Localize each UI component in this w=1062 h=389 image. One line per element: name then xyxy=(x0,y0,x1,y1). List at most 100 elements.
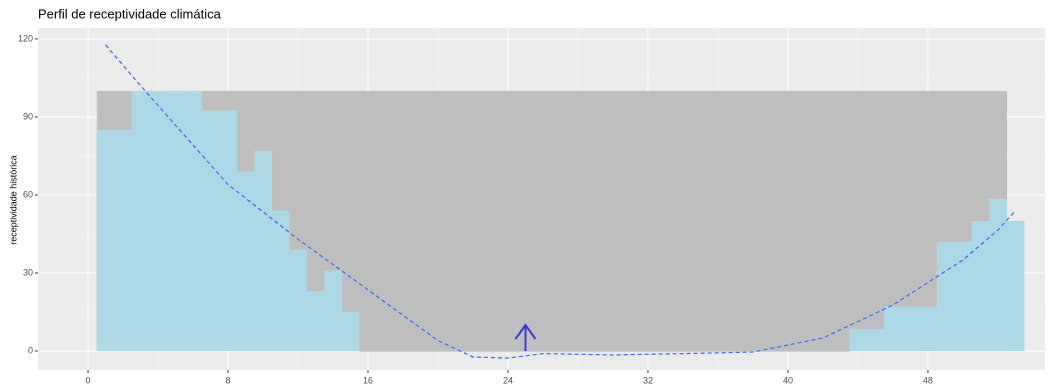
bar xyxy=(936,241,955,352)
bar xyxy=(814,351,833,352)
bar xyxy=(376,351,395,352)
x-tick-label: 8 xyxy=(226,375,231,385)
bar xyxy=(306,291,325,352)
bar xyxy=(149,90,168,352)
bar xyxy=(954,241,972,352)
bar xyxy=(761,351,780,352)
bar xyxy=(796,90,815,352)
bar xyxy=(429,90,448,352)
bar xyxy=(586,351,605,352)
bar xyxy=(446,90,465,352)
bar xyxy=(866,90,885,352)
bar xyxy=(551,90,570,352)
bar xyxy=(674,90,693,352)
bar xyxy=(831,90,850,352)
bar xyxy=(796,351,815,352)
bar xyxy=(551,351,570,352)
bar xyxy=(411,351,430,352)
bar xyxy=(919,90,937,352)
bar xyxy=(691,90,710,352)
bar xyxy=(96,129,115,352)
bar xyxy=(569,351,588,352)
bar xyxy=(359,90,378,352)
bar xyxy=(779,90,798,352)
bar xyxy=(866,328,885,352)
bar xyxy=(341,312,360,352)
bar xyxy=(831,351,850,352)
bar xyxy=(919,306,937,352)
bar xyxy=(761,90,780,352)
bar xyxy=(639,90,658,352)
bar xyxy=(499,90,518,352)
bar xyxy=(884,90,902,352)
bar xyxy=(709,351,728,352)
bar xyxy=(971,220,990,352)
bar xyxy=(429,351,448,352)
bar xyxy=(901,90,920,352)
bar xyxy=(534,351,553,352)
bar xyxy=(324,270,343,352)
bar xyxy=(131,90,150,352)
bar xyxy=(604,90,623,352)
x-tick-label: 48 xyxy=(923,375,933,385)
bar xyxy=(726,351,745,352)
bar xyxy=(254,150,273,352)
y-tick-label: 120 xyxy=(18,33,33,43)
bar xyxy=(621,351,640,352)
bar xyxy=(394,351,413,352)
y-tick-label: 0 xyxy=(28,345,33,355)
bar xyxy=(726,90,745,352)
bar xyxy=(534,90,553,352)
bar xyxy=(849,90,867,352)
bar xyxy=(376,90,395,352)
chart-title: Perfil de receptividade climática xyxy=(38,6,222,21)
bar xyxy=(884,306,902,352)
bar xyxy=(621,90,640,352)
bar xyxy=(114,129,133,352)
bar xyxy=(814,90,833,352)
trend-line xyxy=(105,44,1016,359)
bar xyxy=(586,90,605,352)
bar xyxy=(166,90,185,352)
bar xyxy=(691,351,710,352)
bar xyxy=(411,90,430,352)
bar xyxy=(516,351,535,352)
bar xyxy=(271,210,290,352)
bar xyxy=(656,90,675,352)
x-tick-label: 24 xyxy=(503,375,513,385)
y-tick-label: 30 xyxy=(23,267,33,277)
y-tick-label: 90 xyxy=(23,111,33,121)
bar xyxy=(499,351,518,352)
bar xyxy=(184,90,203,352)
bar xyxy=(744,90,763,352)
bar xyxy=(481,90,500,352)
bar xyxy=(569,90,588,352)
bar xyxy=(779,351,798,352)
bar xyxy=(674,351,693,352)
bar xyxy=(464,351,483,352)
bar xyxy=(989,198,1007,352)
bar xyxy=(289,249,308,352)
bar xyxy=(359,351,378,352)
y-tick-label: 60 xyxy=(23,189,33,199)
bar xyxy=(236,171,255,352)
bar xyxy=(201,110,220,352)
bar xyxy=(481,351,500,352)
bar xyxy=(464,90,483,352)
bar xyxy=(306,90,325,352)
bar xyxy=(709,90,728,352)
bar xyxy=(604,351,623,352)
bar xyxy=(849,328,867,352)
bar xyxy=(1006,220,1025,352)
bar xyxy=(219,110,238,352)
bar xyxy=(394,90,413,352)
bar xyxy=(656,351,675,352)
bar xyxy=(639,351,658,352)
x-tick-label: 40 xyxy=(783,375,793,385)
y-axis-label: receptividade histórica xyxy=(8,155,18,245)
x-tick-label: 0 xyxy=(86,375,91,385)
bar xyxy=(446,351,465,352)
x-tick-label: 16 xyxy=(363,375,373,385)
bar xyxy=(516,90,535,352)
